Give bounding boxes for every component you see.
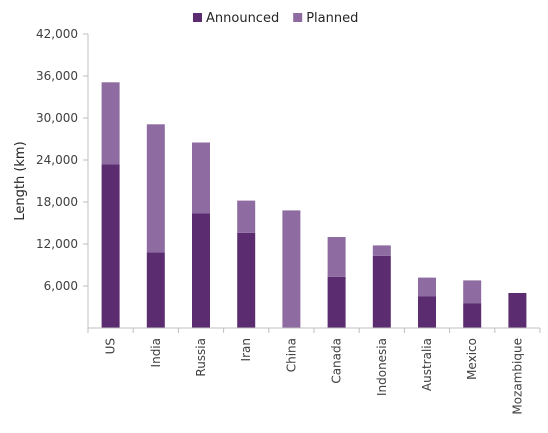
bar-announced-canada: [327, 276, 346, 328]
bar-announced-australia: [418, 296, 436, 328]
bar-announced-russia: [192, 213, 210, 328]
x-tick-label: US: [104, 338, 118, 354]
x-tick-label: Canada: [330, 338, 344, 384]
legend-swatch-announced: [193, 13, 202, 22]
y-tick-label: 18,000: [36, 195, 78, 209]
x-tick-label: Mexico: [465, 338, 479, 380]
bar-planned-australia: [418, 277, 436, 297]
bar-planned-mexico: [463, 280, 482, 304]
y-tick-label: 30,000: [36, 111, 78, 125]
x-tick-label: Iran: [239, 338, 253, 361]
y-tick-label: 12,000: [36, 237, 78, 251]
bar-announced-us: [101, 164, 120, 328]
x-tick-label: Russia: [194, 338, 208, 377]
legend-label-announced: Announced: [206, 11, 279, 26]
bar-planned-us: [101, 82, 120, 165]
x-tick-label: China: [284, 338, 298, 372]
x-axis: US India Russia Iran China Canada Indonesia Aus…: [87, 327, 541, 415]
legend-swatch-planned: [293, 13, 303, 22]
y-tick-label: 42,000: [36, 27, 78, 41]
y-tick-label: 36,000: [36, 69, 78, 83]
bar-announced-india: [146, 252, 165, 328]
legend-label-planned: Planned: [306, 11, 358, 26]
legend: Announced Planned: [193, 11, 358, 26]
bar-planned-india: [146, 124, 165, 253]
x-tick-label: Mozambique: [510, 338, 524, 415]
x-tick-label: Indonesia: [375, 338, 389, 396]
y-axis: 6,000 12,000 18,000 24,000 30,000 36,000 42,00…: [36, 27, 89, 328]
x-tick-label: India: [149, 338, 163, 367]
y-tick-label: 6,000: [44, 279, 78, 293]
bar-planned-russia: [192, 142, 210, 214]
bar-planned-china: [282, 210, 301, 328]
bar-announced-mozambique: [508, 293, 527, 328]
x-tick-label: Australia: [420, 338, 434, 391]
bar-announced-indonesia: [372, 255, 391, 328]
y-tick-label: 24,000: [36, 153, 78, 167]
bar-announced-mexico: [463, 303, 482, 328]
bar-planned-indonesia: [372, 245, 391, 256]
bar-planned-iran: [237, 200, 256, 233]
bars: [101, 82, 527, 328]
bar-planned-canada: [327, 237, 346, 277]
y-axis-title: Length (km): [13, 141, 28, 220]
bar-announced-iran: [237, 232, 256, 328]
